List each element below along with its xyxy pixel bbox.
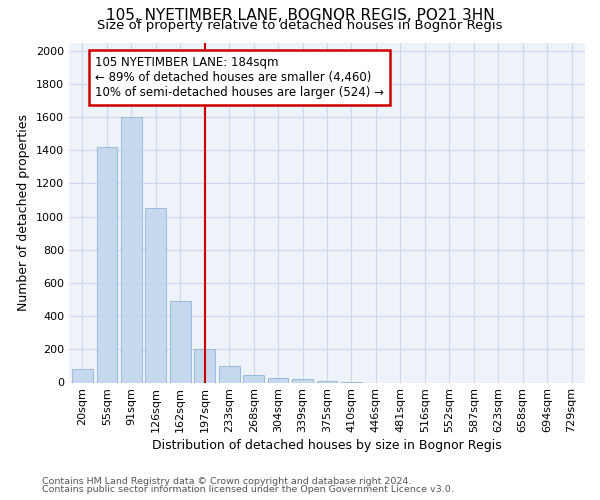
Text: Contains HM Land Registry data © Crown copyright and database right 2024.: Contains HM Land Registry data © Crown c… [42,477,412,486]
Text: 105 NYETIMBER LANE: 184sqm
← 89% of detached houses are smaller (4,460)
10% of s: 105 NYETIMBER LANE: 184sqm ← 89% of deta… [95,56,383,99]
Bar [170,301,191,382]
Bar [145,208,166,382]
Bar [292,379,313,382]
Bar [317,381,337,382]
Y-axis label: Number of detached properties: Number of detached properties [17,114,31,311]
Bar [72,369,93,382]
Bar [97,147,117,382]
Bar [219,366,239,382]
Bar [194,348,215,382]
Text: Size of property relative to detached houses in Bognor Regis: Size of property relative to detached ho… [97,19,503,32]
X-axis label: Distribution of detached houses by size in Bognor Regis: Distribution of detached houses by size … [152,440,502,452]
Text: 105, NYETIMBER LANE, BOGNOR REGIS, PO21 3HN: 105, NYETIMBER LANE, BOGNOR REGIS, PO21 … [106,8,494,22]
Text: Contains public sector information licensed under the Open Government Licence v3: Contains public sector information licen… [42,485,454,494]
Bar [268,378,289,382]
Bar [243,375,264,382]
Bar [121,117,142,382]
